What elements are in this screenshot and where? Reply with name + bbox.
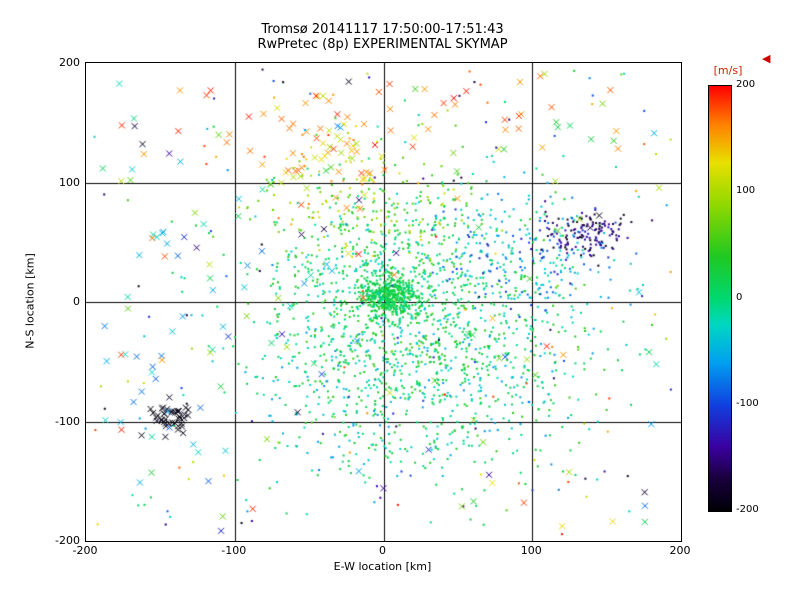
x-tick-label: -200	[72, 544, 98, 557]
x-tick-label: -100	[221, 544, 247, 557]
y-axis-label: N-S location [km]	[23, 253, 37, 349]
x-axis-ticks: -200 -100 0 100 200	[73, 544, 691, 558]
y-tick-label: 200	[59, 56, 80, 69]
colorbar-tick-label: 100	[736, 185, 756, 197]
colorbar-tick-label: -100	[736, 397, 759, 409]
colorbar-tick-label: 0	[736, 291, 743, 303]
colorbar-unit-label: [m/s]	[713, 64, 743, 77]
x-tick-label: 0	[379, 544, 386, 557]
colorbar-max-arrow-icon: ◀	[762, 52, 771, 65]
x-tick-label: 200	[669, 544, 691, 557]
scatter-canvas	[86, 63, 681, 541]
colorbar-ticks: 200 100 0 -100 -200	[736, 79, 776, 515]
colorbar-tick-label: 200	[736, 79, 756, 90]
y-tick-label: 0	[73, 295, 80, 308]
y-tick-label: -100	[55, 414, 80, 428]
title-line-2: RwPretec (8p) EXPERIMENTAL SKYMAP	[257, 37, 508, 52]
plot-area	[85, 62, 682, 542]
x-tick-label: 100	[520, 544, 542, 557]
y-tick-label: -200	[55, 534, 80, 547]
y-tick-label: 100	[59, 175, 80, 189]
y-axis-ticks: -200 -100 0 100 200	[38, 56, 80, 547]
colorbar	[708, 85, 732, 512]
title-line-1: Tromsø 20141117 17:50:00-17:51:43	[261, 22, 504, 37]
colorbar-tick-label: -200	[736, 504, 759, 515]
chart-title: Tromsø 20141117 17:50:00-17:51:43 RwPret…	[85, 22, 680, 52]
x-axis-label: E-W location [km]	[333, 560, 432, 573]
